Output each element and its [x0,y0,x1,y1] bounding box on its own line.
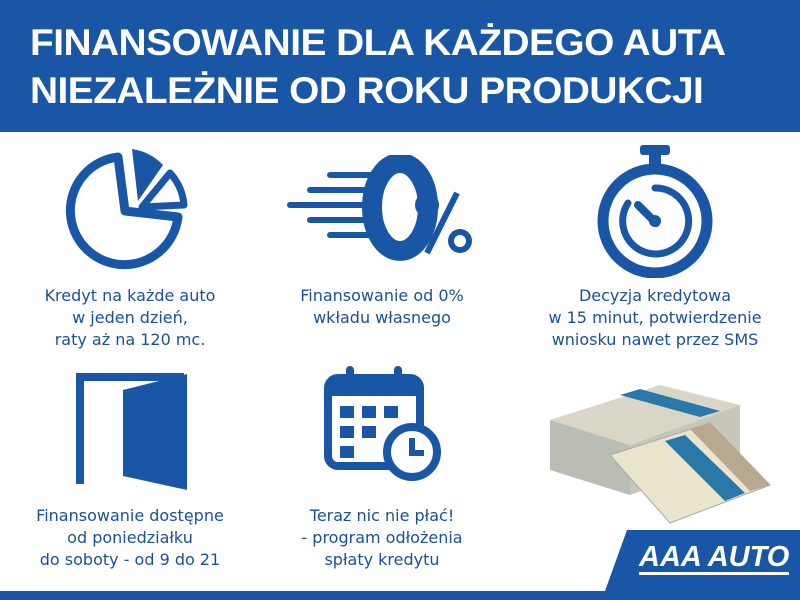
logo-text: AAA AUTO [639,541,790,575]
pie-chart-icon [65,149,188,270]
headline-line-2: NIEZALEŻNIE OD ROKU PRODUKCJI [30,70,704,111]
feature-caption-deferral: Teraz nic nie płać! - program odłożenia … [301,506,463,569]
open-door-icon [76,373,187,490]
calendar-clock-icon [324,366,441,481]
feature-caption-hours: Finansowanie dostępne od poniedziałku do… [36,506,224,569]
aaa-auto-logo: AAA AUTO [605,530,800,591]
banknote-stack-image [550,385,771,524]
feature-caption-zero-down: Finansowanie od 0% wkładu własnego [300,286,464,327]
stopwatch-icon [597,145,713,278]
header-banner: FINANSOWANIE DLA KAŻDEGO AUTA NIEZALEŻNI… [0,0,800,132]
zero-percent-icon [287,155,472,261]
feature-caption-credit: Kredyt na każde auto w jeden dzień, raty… [44,286,216,349]
headline-line-1: FINANSOWANIE DLA KAŻDEGO AUTA [30,22,726,63]
bottom-bar [0,591,800,600]
feature-caption-decision: Decyzja kredytowa w 15 minut, potwierdze… [548,286,762,349]
